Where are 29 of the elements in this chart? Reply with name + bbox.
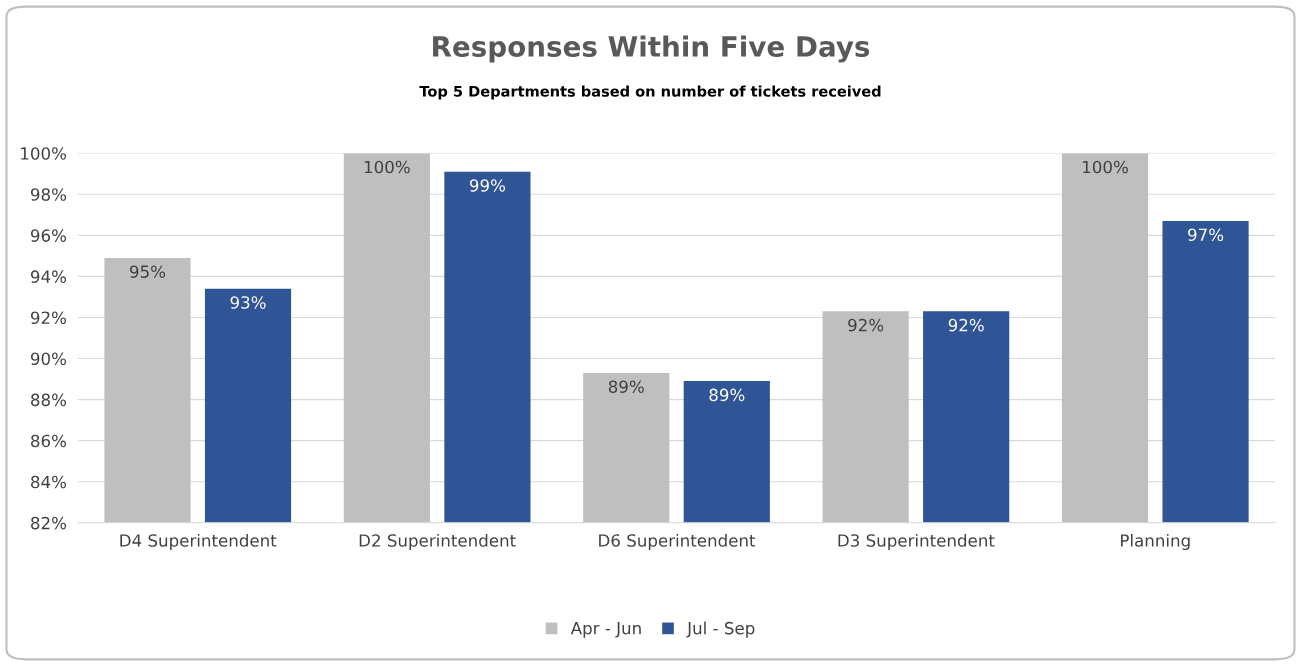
y-tick-label: 96% <box>30 229 67 242</box>
legend-label: Jul - Sep <box>686 621 755 638</box>
y-tick-label: 100% <box>21 147 67 160</box>
x-tick-label: D3 Superintendent <box>838 533 995 551</box>
y-tick-label: 90% <box>30 352 67 366</box>
y-tick-label: 84% <box>31 475 67 489</box>
chart-title: Responses Within Five Days <box>433 35 870 63</box>
x-tick-label: Planning <box>1121 533 1190 551</box>
x-tick-label: D2 Superintendent <box>359 533 516 551</box>
data-label: 92% <box>948 318 984 332</box>
legend-label: Apr - Jun <box>570 622 641 638</box>
data-label: 92% <box>848 318 884 332</box>
data-label: 99% <box>469 179 506 192</box>
x-tick-label: D6 Superintendent <box>599 533 756 551</box>
y-tick-label: 86% <box>31 434 67 448</box>
y-tick-label: 92% <box>30 311 67 325</box>
data-label: 100% <box>364 160 410 174</box>
data-label: 89% <box>608 380 644 393</box>
y-tick-label: 94% <box>30 270 67 283</box>
y-tick-label: 98% <box>30 188 67 201</box>
chart-subtitle: Top 5 Departments based on number of tickets received <box>419 85 881 100</box>
data-label: 95% <box>130 265 166 278</box>
y-tick-label: 82% <box>31 516 67 530</box>
data-label: 97% <box>1188 228 1224 242</box>
y-tick-label: 88% <box>31 393 67 407</box>
x-tick-label: D4 Superintendent <box>120 533 277 551</box>
data-label: 100% <box>1083 160 1128 174</box>
data-label: 93% <box>230 296 266 309</box>
data-label: 89% <box>709 388 745 402</box>
